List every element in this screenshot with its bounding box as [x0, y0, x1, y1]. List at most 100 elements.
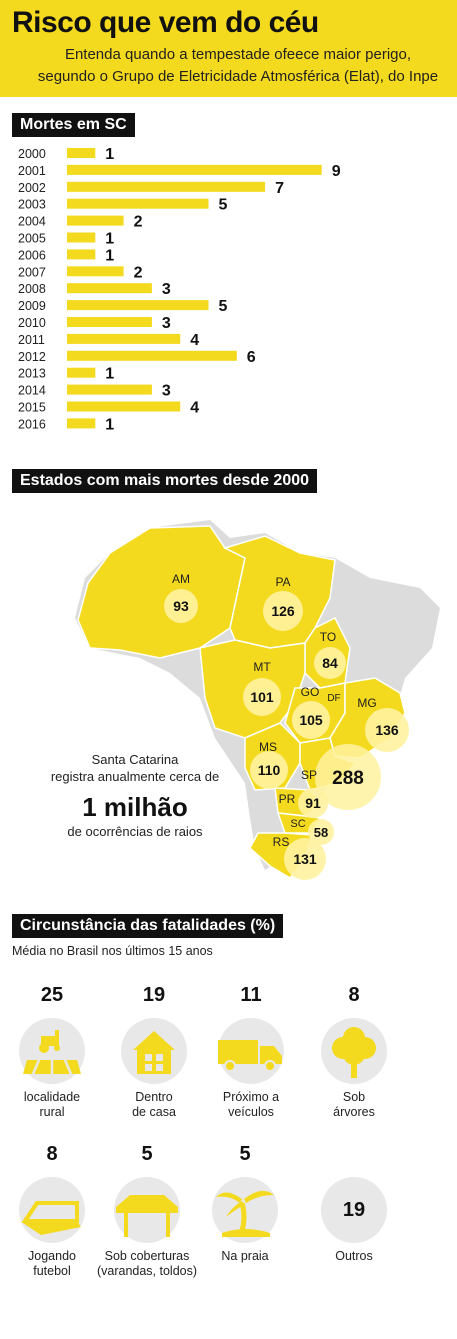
bar: [67, 181, 266, 192]
bar: [67, 350, 237, 361]
bar-value-label: 2: [134, 214, 143, 231]
state-abbr-to: TO: [320, 630, 336, 644]
subtitle-line-1: Entenda quando a tempestade ofeece maior…: [64, 46, 412, 63]
palm-tree-icon: [212, 1177, 278, 1243]
bubble-pr: PR 91: [279, 788, 328, 818]
map-caption-line-3: de ocorrências de raios: [67, 824, 203, 839]
bar-value-label: 3: [162, 315, 171, 332]
soccer-goal-icon: [19, 1177, 85, 1243]
state-abbr-sp: SP: [301, 768, 317, 782]
others-value: 19: [342, 1199, 366, 1221]
bar-value-label: 9: [332, 163, 341, 180]
circumstance-value: 19: [142, 984, 166, 1006]
shelter-icon: [114, 1177, 180, 1243]
bar: [67, 266, 124, 277]
bubble-rs: RS 131: [273, 835, 326, 880]
state-abbr-ms: MS: [259, 740, 277, 754]
state-abbr-pa: PA: [275, 575, 290, 589]
state-value-go: 105: [299, 712, 323, 728]
bubble-sp: SP 288: [301, 744, 381, 810]
state-value-sp: 288: [332, 768, 364, 789]
bar: [67, 367, 96, 378]
circumstance-label-1: Jogando: [28, 1249, 76, 1263]
year-label: 2015: [18, 401, 46, 415]
year-label: 2014: [18, 384, 46, 398]
year-label: 2002: [18, 181, 46, 195]
year-label: 2007: [18, 265, 46, 279]
bar: [67, 333, 181, 344]
bar: [67, 384, 152, 395]
bar: [67, 300, 209, 311]
state-value-mt: 101: [250, 689, 274, 705]
section-title-deaths: Mortes em SC: [12, 113, 135, 137]
section-title-circumstances: Circunstância das fatalidades (%): [12, 914, 284, 938]
circumstance-label-1: Dentro: [135, 1090, 173, 1104]
circumstance-label-1: Sob coberturas: [104, 1249, 190, 1263]
circumstance-value: 8: [348, 984, 360, 1006]
bar-value-label: 5: [219, 197, 228, 214]
year-label: 2006: [18, 248, 46, 262]
bar: [67, 164, 322, 175]
bar-value-label: 1: [105, 366, 114, 383]
bubble-go: GO 105 DF: [292, 685, 341, 739]
bar-value-label: 2: [134, 264, 143, 281]
bar-value-label: 1: [105, 146, 114, 163]
circumstance-label-1: Sob: [342, 1090, 366, 1104]
bar: [67, 148, 96, 158]
circumstance-label-2: (varandas, toldos): [96, 1264, 198, 1278]
state-value-sc: 58: [314, 825, 328, 840]
bar-value-label: 5: [219, 298, 228, 315]
bar-value-label: 6: [247, 349, 256, 366]
map-caption-line-2: registra anualmente cerca de: [50, 769, 220, 784]
bar: [67, 198, 209, 209]
bar: [67, 418, 96, 429]
year-label: 2013: [18, 367, 46, 381]
state-abbr-am: AM: [172, 572, 190, 586]
bar-value-label: 1: [105, 231, 114, 248]
circumstance-home: 19 Dentro de casa: [99, 984, 209, 1120]
bar: [67, 232, 96, 243]
tractor-field-icon: [19, 1018, 85, 1084]
bar: [67, 401, 181, 412]
brazil-map: AM 93 PA 126 TO 84 MT 101 GO 105 DF MG 1…: [75, 520, 440, 880]
bar: [67, 215, 124, 226]
bubble-mt: MT 101: [243, 660, 281, 716]
subtitle-line-2: segundo o Grupo de Eletricidade Atmosfér…: [37, 68, 439, 85]
others-circle: 19: [321, 1177, 387, 1243]
year-label: 2000: [18, 147, 46, 161]
state-value-am: 93: [173, 598, 189, 614]
circumstance-shelter: 5 Sob coberturas (varandas, toldos): [92, 1143, 202, 1279]
year-label: 2001: [18, 164, 46, 178]
circumstance-label-2: de casa: [132, 1105, 176, 1119]
section-title-states: Estados com mais mortes desde 2000: [12, 469, 318, 493]
year-label: 2005: [18, 232, 46, 246]
circumstance-value: 8: [46, 1143, 58, 1165]
circumstance-soccer: 8 Jogando futebol: [0, 1143, 107, 1279]
circumstance-trees: 8 Sob árvores: [299, 984, 409, 1120]
circumstance-rural: 25 localidade rural: [0, 984, 107, 1120]
circumstance-label-1: Outros: [335, 1249, 373, 1263]
tree-icon: [321, 1018, 387, 1084]
map-caption-line-1: Santa Catarina: [91, 752, 179, 767]
year-label: 2016: [18, 417, 46, 431]
bar: [67, 317, 152, 327]
state-value-rs: 131: [293, 851, 317, 867]
bar-value-label: 1: [105, 247, 114, 264]
circumstance-beach: 5 Na praia: [190, 1143, 300, 1264]
map-caption-highlight: 1 milhão: [82, 792, 188, 822]
bubble-pa: PA 126: [263, 575, 303, 631]
circumstance-label-2: rural: [39, 1105, 65, 1119]
state-value-ms: 110: [258, 762, 281, 778]
bar: [67, 283, 152, 294]
state-abbr-df: DF: [327, 693, 340, 704]
state-value-mg: 136: [375, 722, 399, 738]
truck-icon: [218, 1018, 284, 1084]
house-icon: [121, 1018, 187, 1084]
bar: [67, 249, 96, 260]
circumstance-label-2: futebol: [33, 1264, 71, 1278]
state-abbr-go: GO: [301, 685, 320, 699]
deaths-bar-chart: 2000 1 2001 9 2002 7 2003 5 2004 2 2005 1 2006 1 2007 2…: [18, 146, 341, 433]
circumstance-value: 11: [240, 984, 262, 1006]
bar-value-label: 3: [162, 281, 171, 298]
circumstance-value: [299, 1143, 409, 1169]
